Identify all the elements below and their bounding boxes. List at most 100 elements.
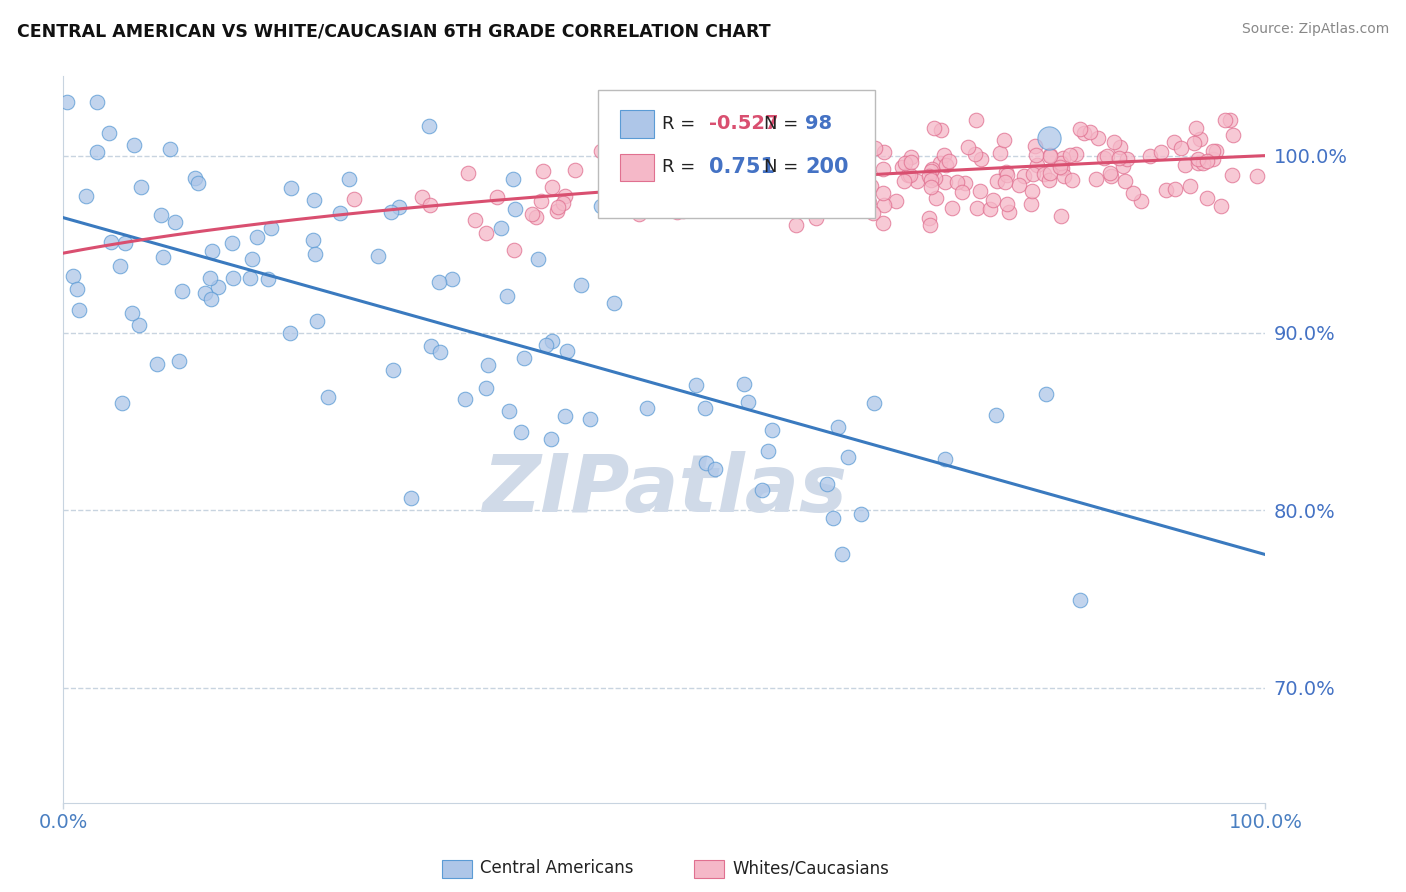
Point — [929, 156, 952, 170]
Point — [614, 137, 637, 152]
Point — [1026, 158, 1049, 172]
Point — [924, 171, 946, 186]
Point — [966, 201, 988, 215]
Point — [280, 180, 302, 194]
Point — [1187, 152, 1209, 166]
Point — [316, 390, 339, 404]
Point — [541, 334, 564, 348]
Point — [837, 138, 859, 153]
Point — [1170, 141, 1192, 155]
Point — [1192, 155, 1215, 169]
Point — [941, 201, 963, 215]
Point — [546, 204, 568, 219]
Point — [1060, 173, 1083, 187]
Point — [925, 191, 948, 205]
Point — [747, 156, 769, 170]
Point — [100, 235, 122, 249]
Point — [872, 161, 894, 176]
Point — [842, 185, 865, 199]
Point — [1197, 154, 1219, 169]
Point — [145, 357, 167, 371]
Point — [1078, 125, 1101, 139]
Point — [1219, 113, 1241, 128]
Point — [860, 178, 883, 193]
Point — [747, 182, 769, 196]
Point — [756, 177, 779, 191]
Point — [644, 203, 666, 218]
Point — [1246, 169, 1268, 183]
Point — [786, 182, 808, 196]
FancyBboxPatch shape — [441, 860, 472, 878]
Point — [725, 194, 748, 209]
Point — [1163, 135, 1185, 149]
Point — [1109, 140, 1132, 154]
Point — [498, 403, 520, 417]
Point — [55, 95, 77, 110]
Point — [934, 175, 956, 189]
Point — [603, 296, 626, 310]
Point — [807, 172, 830, 186]
Point — [834, 178, 856, 193]
Point — [524, 210, 547, 224]
Point — [343, 192, 366, 206]
Point — [755, 157, 778, 171]
Point — [150, 208, 173, 222]
Point — [1053, 169, 1076, 183]
Text: -0.527: -0.527 — [709, 114, 779, 133]
Point — [851, 507, 873, 521]
Point — [503, 202, 526, 216]
Point — [1092, 151, 1115, 165]
Text: N =: N = — [763, 159, 804, 177]
Point — [626, 126, 648, 140]
Point — [823, 511, 845, 525]
Point — [986, 174, 1008, 188]
Point — [862, 206, 884, 220]
Point — [200, 293, 222, 307]
Point — [453, 392, 475, 407]
Text: 200: 200 — [806, 157, 848, 178]
Point — [733, 377, 755, 392]
Point — [541, 180, 564, 194]
Point — [845, 159, 868, 173]
Point — [969, 185, 991, 199]
Point — [337, 171, 360, 186]
Point — [921, 162, 943, 177]
Point — [474, 381, 496, 395]
Point — [920, 179, 942, 194]
Point — [457, 166, 479, 180]
Point — [842, 177, 865, 191]
Point — [811, 165, 834, 179]
Point — [1087, 131, 1109, 145]
Point — [1101, 169, 1123, 184]
Point — [569, 277, 592, 292]
Point — [1099, 165, 1122, 179]
Point — [725, 191, 748, 205]
Point — [900, 150, 922, 164]
Point — [1178, 179, 1201, 194]
Point — [693, 401, 716, 415]
Point — [1189, 132, 1212, 146]
Point — [721, 169, 744, 184]
Point — [464, 212, 486, 227]
Point — [728, 130, 751, 145]
Point — [953, 176, 976, 190]
Point — [998, 204, 1021, 219]
Point — [984, 409, 1007, 423]
Point — [725, 173, 748, 187]
Point — [981, 193, 1004, 207]
Point — [1021, 167, 1043, 181]
Point — [534, 338, 557, 352]
Text: CENTRAL AMERICAN VS WHITE/CAUCASIAN 6TH GRADE CORRELATION CHART: CENTRAL AMERICAN VS WHITE/CAUCASIAN 6TH … — [17, 22, 770, 40]
Point — [111, 396, 134, 410]
Point — [510, 425, 533, 440]
Point — [555, 343, 578, 358]
Point — [201, 244, 224, 258]
Point — [304, 247, 326, 261]
Point — [1012, 169, 1035, 183]
Point — [918, 169, 941, 183]
Point — [995, 197, 1018, 211]
Point — [1032, 167, 1054, 181]
Point — [793, 148, 815, 162]
Point — [893, 174, 915, 188]
Point — [938, 154, 960, 169]
